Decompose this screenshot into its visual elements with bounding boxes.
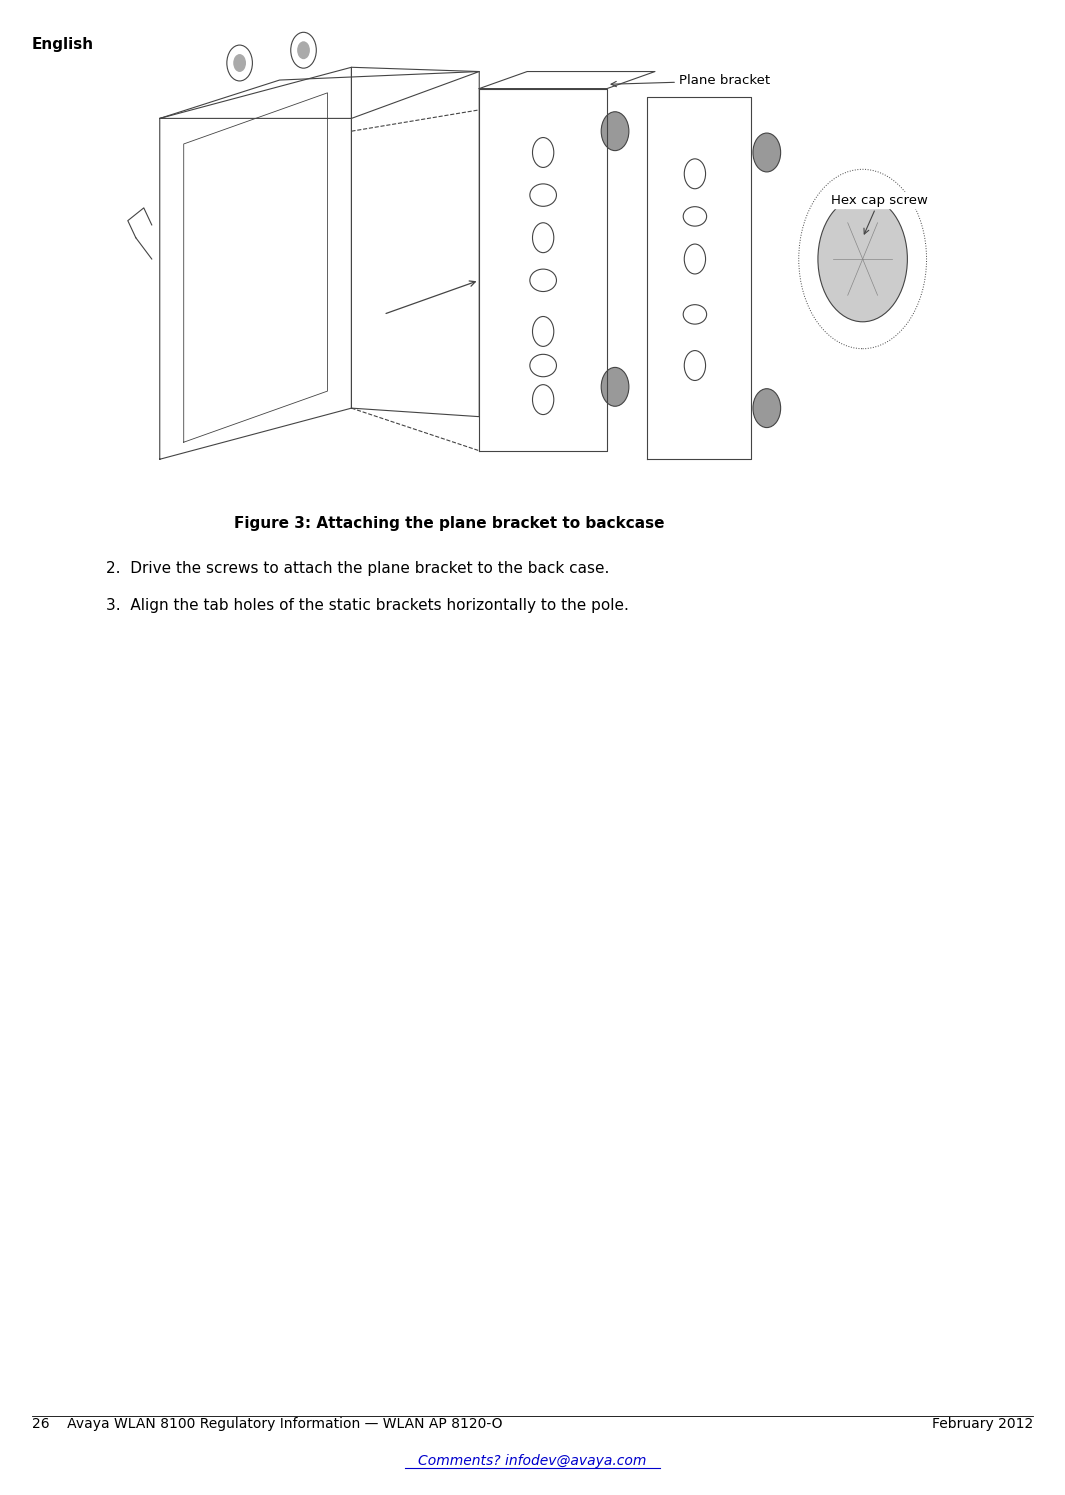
- Text: English: English: [32, 37, 94, 52]
- Circle shape: [818, 196, 907, 321]
- Circle shape: [753, 389, 781, 428]
- Circle shape: [753, 133, 781, 172]
- Text: Figure 3: Attaching the plane bracket to backcase: Figure 3: Attaching the plane bracket to…: [234, 516, 665, 531]
- Text: Hex cap screw: Hex cap screw: [831, 194, 928, 235]
- Circle shape: [233, 54, 246, 72]
- Text: February 2012: February 2012: [932, 1417, 1033, 1431]
- Circle shape: [601, 112, 628, 151]
- Text: Comments? infodev@avaya.com: Comments? infodev@avaya.com: [419, 1455, 646, 1468]
- Circle shape: [601, 368, 628, 407]
- Text: 26    Avaya WLAN 8100 Regulatory Information — WLAN AP 8120-O: 26 Avaya WLAN 8100 Regulatory Informatio…: [32, 1417, 503, 1431]
- Text: 3.  Align the tab holes of the static brackets horizontally to the pole.: 3. Align the tab holes of the static bra…: [106, 598, 629, 613]
- Text: 2.  Drive the screws to attach the plane bracket to the back case.: 2. Drive the screws to attach the plane …: [106, 561, 610, 576]
- Text: Plane bracket: Plane bracket: [611, 75, 770, 87]
- Circle shape: [297, 42, 310, 60]
